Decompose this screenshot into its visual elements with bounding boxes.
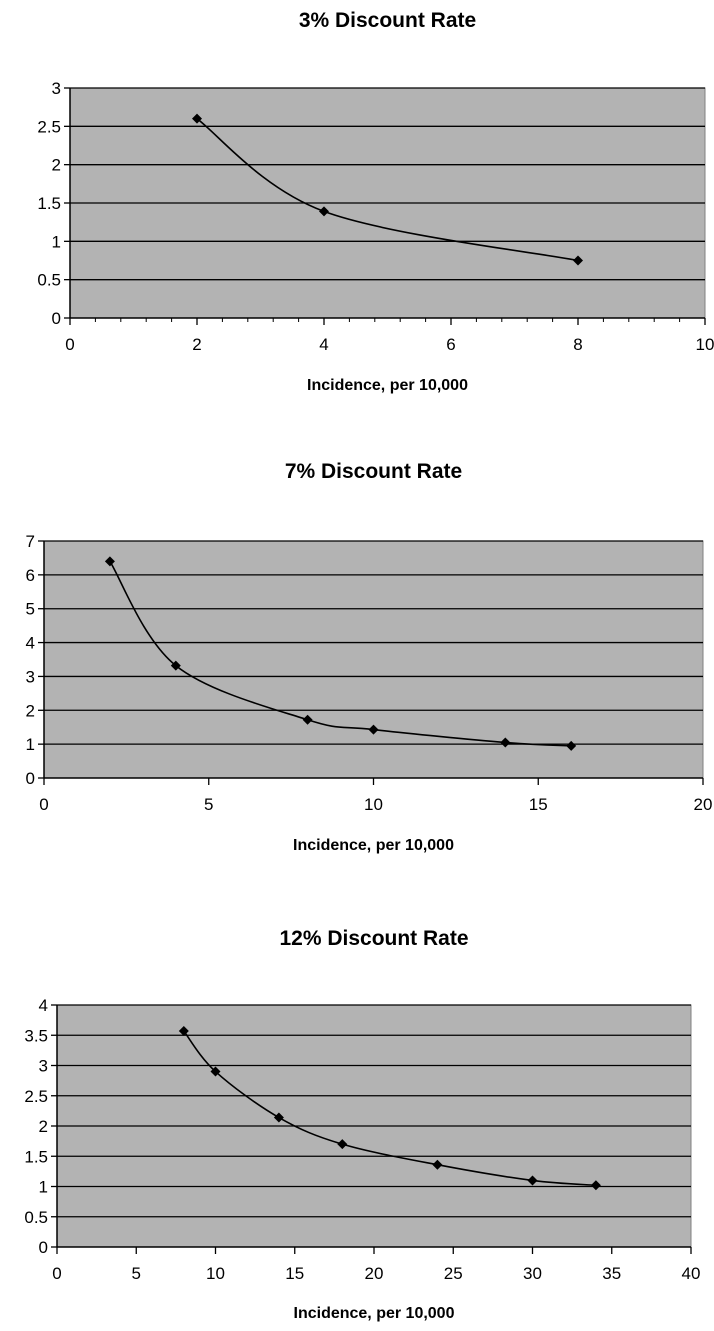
y-tick-label: 4 — [26, 634, 35, 653]
y-tick-label: 7 — [26, 532, 35, 551]
y-tick-label: 0 — [26, 769, 35, 788]
x-tick-label: 15 — [529, 795, 548, 814]
x-tick-label: 6 — [446, 335, 455, 354]
x-tick-label: 5 — [132, 1264, 141, 1283]
y-tick-label: 0.5 — [24, 1208, 48, 1227]
x-tick-label: 10 — [206, 1264, 225, 1283]
y-tick-label: 6 — [26, 566, 35, 585]
x-tick-label: 30 — [523, 1264, 542, 1283]
x-tick-label: 10 — [364, 795, 383, 814]
data-point — [170, 660, 181, 671]
data-point — [104, 556, 115, 567]
y-tick-label: 2 — [52, 156, 61, 175]
y-tick-label: 1 — [26, 735, 35, 754]
data-point — [210, 1066, 221, 1077]
data-point — [573, 255, 583, 266]
series-line — [196, 118, 579, 262]
data-point — [273, 1112, 284, 1123]
data-point — [500, 737, 511, 748]
x-tick-label: 0 — [39, 795, 48, 814]
data-point — [368, 724, 379, 735]
x-tick-label: 15 — [285, 1264, 304, 1283]
chart-title: 12% Discount Rate — [279, 927, 468, 950]
y-tick-label: 0 — [39, 1238, 48, 1257]
x-tick-label: 35 — [602, 1264, 621, 1283]
y-tick-label: 0 — [52, 309, 61, 328]
y-tick-label: 2.5 — [37, 117, 61, 136]
y-tick-label: 2 — [26, 701, 35, 720]
chart-title: 3% Discount Rate — [299, 9, 476, 32]
data-point — [527, 1175, 538, 1186]
x-tick-label: 8 — [573, 335, 582, 354]
x-axis-label: Incidence, per 10,000 — [294, 1305, 455, 1322]
x-tick-label: 25 — [444, 1264, 463, 1283]
data-point — [192, 113, 202, 124]
chart-title: 7% Discount Rate — [285, 460, 462, 483]
x-tick-label: 10 — [696, 335, 714, 354]
x-axis-label: Incidence, per 10,000 — [307, 377, 468, 394]
y-tick-label: 0.5 — [37, 271, 61, 290]
plot-area — [43, 540, 704, 779]
x-tick-label: 2 — [192, 335, 201, 354]
x-tick-label: 5 — [204, 795, 213, 814]
x-tick-label: 0 — [52, 1264, 61, 1283]
y-tick-label: 3 — [52, 79, 61, 98]
data-point — [178, 1026, 189, 1037]
data-point — [337, 1139, 348, 1150]
data-point — [319, 206, 329, 217]
x-tick-label: 40 — [682, 1264, 701, 1283]
x-tick-label: 20 — [694, 795, 713, 814]
data-point — [302, 714, 313, 725]
y-tick-label: 4 — [39, 996, 48, 1015]
x-axis-label: Incidence, per 10,000 — [293, 837, 454, 854]
chart-1: 3% Discount Rate 0 0.5 1 1.5 2 2.5 3 0 2 4 6 8 10 Inci… — [37, 9, 714, 394]
y-tick-label: 5 — [26, 600, 35, 619]
chart-2: 7% Discount Rate 0 1 2 3 4 5 6 7 0 5 10 15 20 Incidenc… — [26, 460, 713, 854]
x-tick-label: 20 — [365, 1264, 384, 1283]
y-tick-label: 2.5 — [24, 1087, 48, 1106]
x-tick-label: 4 — [319, 335, 328, 354]
y-tick-label: 1 — [52, 232, 61, 251]
y-tick-label: 3 — [39, 1057, 48, 1076]
y-tick-label: 1.5 — [24, 1147, 48, 1166]
y-tick-label: 2 — [39, 1117, 48, 1136]
data-point — [432, 1159, 443, 1170]
y-tick-label: 3 — [26, 667, 35, 686]
y-tick-label: 1.5 — [37, 194, 61, 213]
data-point — [590, 1180, 601, 1191]
y-tick-label: 1 — [39, 1178, 48, 1197]
x-tick-label: 0 — [65, 335, 74, 354]
y-tick-label: 3.5 — [24, 1026, 48, 1045]
data-point — [566, 740, 577, 751]
